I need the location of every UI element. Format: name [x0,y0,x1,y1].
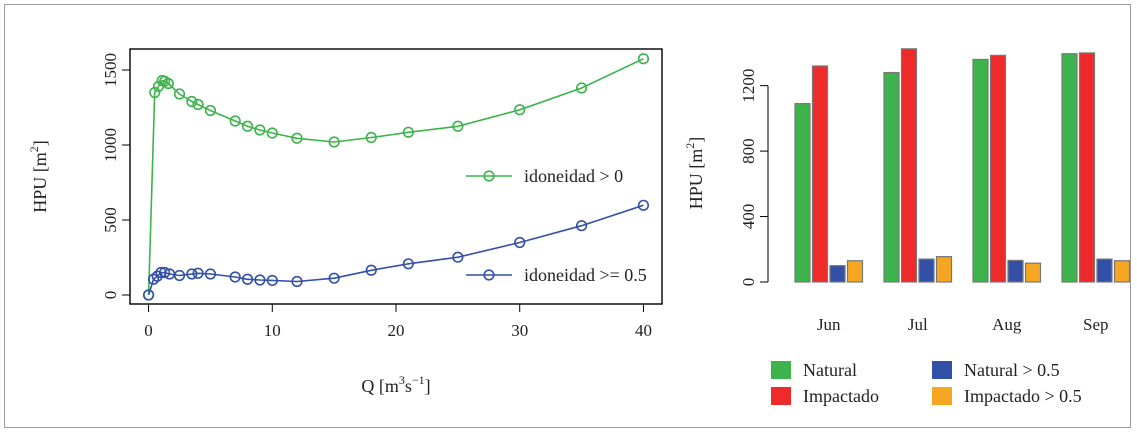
legend-swatch-3 [932,361,952,379]
series-2-point [144,290,154,300]
bar-jun-4 [848,261,863,282]
x-tick-label: 40 [635,321,652,340]
bar-y-title-base: HPU [m [686,149,706,210]
series-2-point [175,271,185,281]
bar-chart-legend: Natural Impactado Natural > 0.5 Impactado >… [771,360,1082,406]
x-tick-label: 0 [144,321,153,340]
bar-y-tick-label: 1200 [739,69,758,103]
x-tick-label: 10 [264,321,281,340]
legend-label-4: Impactado > 0.5 [964,386,1082,406]
series-1-point [515,105,525,115]
series-1-point [243,121,253,131]
series-1-point [404,127,414,137]
category-label: Sep [1083,315,1109,334]
series-1-point [175,89,185,99]
x-title-sup2: −1 [412,373,425,387]
bar-aug-2 [991,55,1006,282]
bar-sep-4 [1115,261,1130,282]
y-tick-label: 1500 [101,53,120,87]
bar-y-tick-label: 800 [739,138,758,164]
bar-sep-1 [1062,54,1077,282]
series-2-point [577,221,587,231]
series-2-point [292,277,302,287]
category-label: Jul [908,315,928,334]
bar-jun-3 [830,266,845,282]
category-label: Jun [817,315,841,334]
series-2-point [243,274,253,284]
legend-label-3: Natural > 0.5 [964,360,1060,380]
legend-label-1: idoneidad > 0 [524,166,623,186]
series-2-point [453,252,463,262]
bar-y-tick-label: 400 [739,204,758,230]
category-label: Aug [992,315,1022,334]
series-1-point [577,83,587,93]
line-chart-legend: idoneidad > 0 idoneidad >= 0.5 [466,166,647,285]
series-1-point [193,100,203,110]
line-chart-y-axis: 0 500 1000 1500 [101,53,130,299]
bar-aug-3 [1008,260,1023,282]
series-2-point [255,275,265,285]
series-1-point [255,125,265,135]
bar-jul-4 [937,257,952,282]
series-2-point [366,265,376,275]
bar-jul-1 [884,73,899,282]
bar-jul-2 [902,49,917,282]
y-title-end: ] [30,140,50,146]
bar-sep-3 [1097,259,1112,282]
y-tick-label: 1000 [101,128,120,162]
series-1-point [206,106,216,116]
bar-jun-2 [813,66,828,282]
series-2-point [165,269,175,279]
bar-aug-4 [1026,263,1041,282]
series-2-point [515,238,525,248]
series-1-point [639,54,649,64]
series-2-point [267,276,277,286]
series-2-point [329,273,339,283]
bar-sep-2 [1080,53,1095,282]
bar-y-title-end: ] [686,137,706,143]
series-2-point [404,259,414,269]
bar-y-tick-label: 0 [739,278,758,287]
series-2-point [639,201,649,211]
legend-label-2: idoneidad >= 0.5 [524,265,647,285]
series-1-point [292,133,302,143]
x-title-mid: s [405,376,412,396]
x-tick-label: 20 [388,321,405,340]
series-2-point [206,269,216,279]
series-1-point [453,121,463,131]
line-chart-x-axis: 0 10 20 30 40 [144,304,652,340]
bar-chart-y-axis-title: HPU [m2] [683,137,706,210]
line-chart-x-axis-title: Q [m3s−1] [361,373,430,396]
series-1-point [164,79,174,89]
bar-jun-1 [795,104,810,282]
y-title-base: HPU [m [30,152,50,213]
bar-chart-category-labels: Jun Jul Aug Sep [817,315,1109,334]
bar-aug-1 [973,59,988,282]
series-1-point [230,116,240,126]
x-title-end: ] [425,376,431,396]
legend-swatch-2 [771,387,791,405]
bar-chart: 0 400 800 1200 Jun Jul Aug Sep Natural Impactad… [683,49,1130,406]
x-title-base: Q [m [361,376,399,396]
series-1-point [267,128,277,138]
y-tick-label: 0 [101,291,120,300]
legend-label-1: Natural [803,360,857,380]
legend-swatch-1 [771,361,791,379]
series-2-point [193,268,203,278]
legend-label-2: Impactado [803,386,879,406]
series-1-point [366,133,376,143]
bar-chart-bars [795,49,1130,282]
y-tick-label: 500 [101,207,120,233]
series-1-point [329,137,339,147]
series-2-point [230,272,240,282]
x-tick-label: 30 [511,321,528,340]
legend-swatch-4 [932,387,952,405]
line-chart-y-axis-title: HPU [m2] [27,140,50,213]
bar-chart-y-axis: 0 400 800 1200 [739,69,768,287]
bar-jul-3 [919,259,934,282]
